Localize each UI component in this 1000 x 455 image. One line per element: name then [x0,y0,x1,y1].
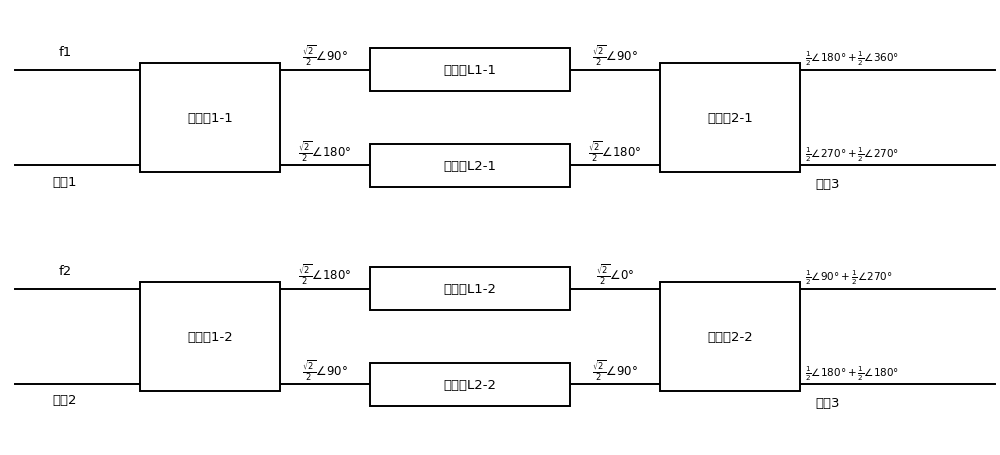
Text: 端口3: 端口3 [815,177,840,191]
Bar [370,145,570,187]
Text: 端口2: 端口2 [53,394,77,407]
Text: 传输线L1-1: 传输线L1-1 [444,64,496,77]
Text: $\frac{\sqrt{2}}{2}\angle90°$: $\frac{\sqrt{2}}{2}\angle90°$ [302,44,348,68]
Text: $\frac{\sqrt{2}}{2}\angle180°$: $\frac{\sqrt{2}}{2}\angle180°$ [588,140,642,164]
Text: 分束器1-2: 分束器1-2 [187,330,233,343]
Bar [140,282,280,391]
Text: $\frac{\sqrt{2}}{2}\angle0°$: $\frac{\sqrt{2}}{2}\angle0°$ [596,263,634,287]
Text: 传输线L1-2: 传输线L1-2 [444,283,496,295]
Text: $\frac{1}{2}\angle180°+\frac{1}{2}\angle180°$: $\frac{1}{2}\angle180°+\frac{1}{2}\angle… [805,364,899,382]
Text: $\frac{\sqrt{2}}{2}\angle90°$: $\frac{\sqrt{2}}{2}\angle90°$ [592,358,638,382]
Text: 端口1: 端口1 [53,175,77,188]
Text: f2: f2 [58,264,72,278]
Text: $\frac{1}{2}\angle90°+\frac{1}{2}\angle270°$: $\frac{1}{2}\angle90°+\frac{1}{2}\angle2… [805,268,893,287]
Text: 分束器2-2: 分束器2-2 [707,330,753,343]
Text: $\frac{\sqrt{2}}{2}\angle90°$: $\frac{\sqrt{2}}{2}\angle90°$ [592,44,638,68]
Text: 分束器2-1: 分束器2-1 [707,112,753,125]
Bar [140,64,280,173]
Text: f1: f1 [58,46,72,59]
Text: $\frac{\sqrt{2}}{2}\angle180°$: $\frac{\sqrt{2}}{2}\angle180°$ [298,263,352,287]
Text: $\frac{1}{2}\angle270°+\frac{1}{2}\angle270°$: $\frac{1}{2}\angle270°+\frac{1}{2}\angle… [805,146,899,164]
Bar [660,64,800,173]
Text: 传输线L2-2: 传输线L2-2 [444,378,496,391]
Text: $\frac{\sqrt{2}}{2}\angle180°$: $\frac{\sqrt{2}}{2}\angle180°$ [298,140,352,164]
Text: 分束器1-1: 分束器1-1 [187,112,233,125]
Bar [370,267,570,310]
Bar [370,49,570,92]
Text: $\frac{1}{2}\angle180°+\frac{1}{2}\angle360°$: $\frac{1}{2}\angle180°+\frac{1}{2}\angle… [805,50,899,68]
Bar [370,363,570,406]
Text: $\frac{\sqrt{2}}{2}\angle90°$: $\frac{\sqrt{2}}{2}\angle90°$ [302,358,348,382]
Text: 端口3: 端口3 [815,396,840,409]
Text: 传输线L2-1: 传输线L2-1 [444,160,496,172]
Bar [660,282,800,391]
